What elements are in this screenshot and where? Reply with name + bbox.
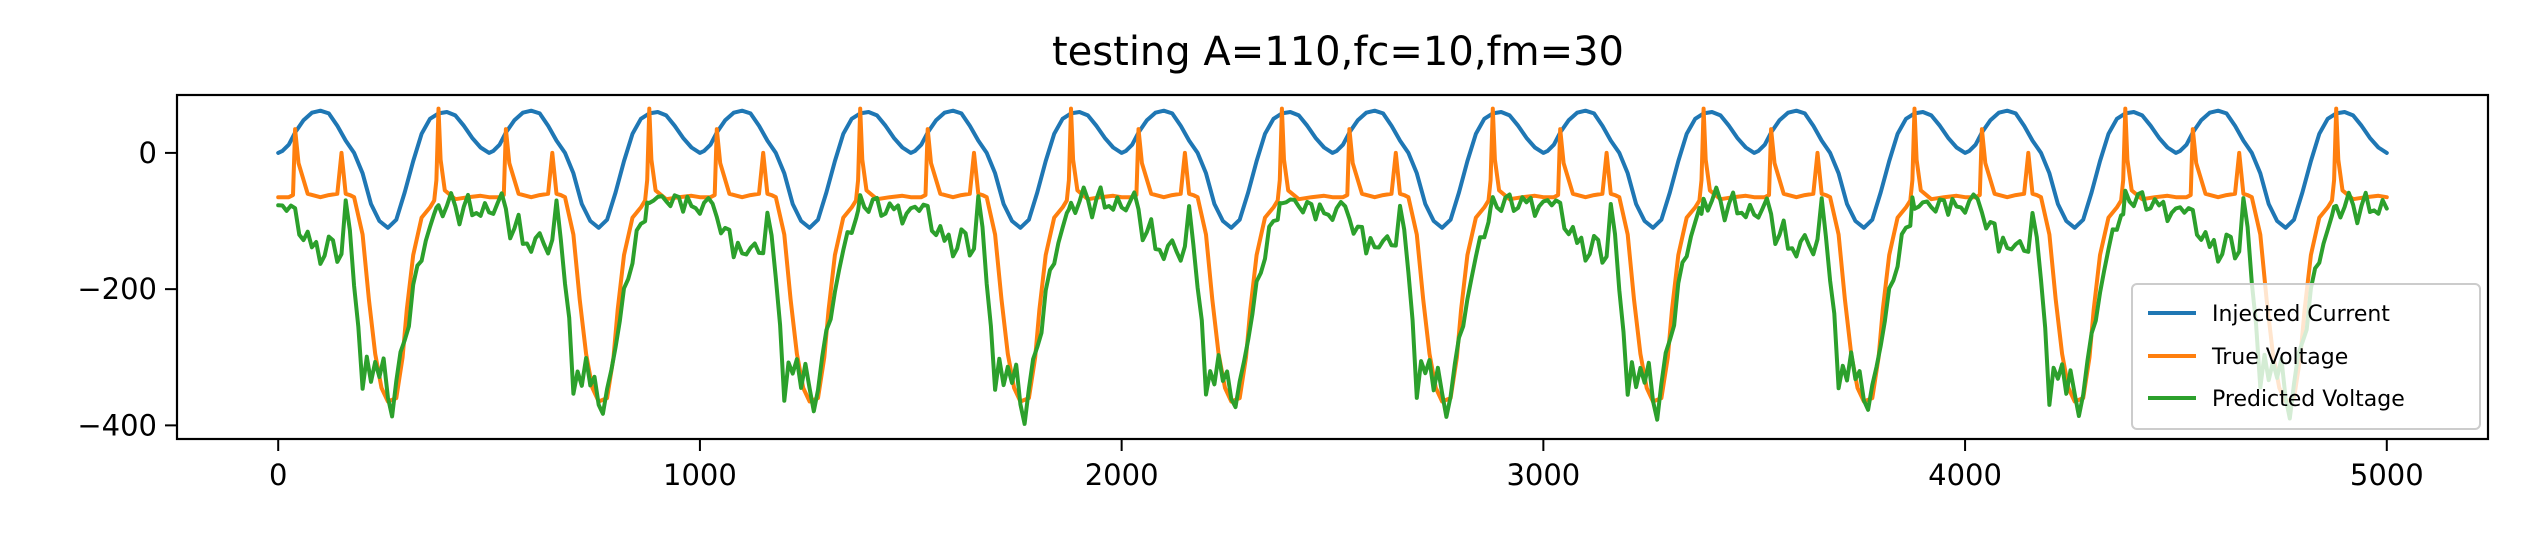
series-layer: [276, 106, 2389, 426]
series-line-predicted-voltage: [276, 185, 2389, 426]
legend-label-predicted-voltage: Predicted Voltage: [2212, 387, 2405, 412]
x-tick-label: 3000: [1506, 458, 1580, 492]
legend-box: [2131, 283, 2481, 430]
series-line-injected-current: [276, 108, 2389, 230]
chart-title: testing A=110,fc=10,fm=30: [1052, 29, 1624, 75]
plot-area: [175, 93, 2490, 441]
x-tick-label: 5000: [2350, 458, 2424, 492]
y-tick-label: −200: [77, 272, 157, 306]
y-tick-label: 0: [139, 136, 157, 170]
legend: Injected Current True Voltage Predicted …: [2131, 283, 2481, 430]
x-tick-label: 0: [269, 458, 287, 492]
x-tick-label: 1000: [663, 458, 737, 492]
y-tick-label: −400: [77, 408, 157, 442]
legend-label-injected-current: Injected Current: [2212, 302, 2390, 327]
x-tick-label: 4000: [1928, 458, 2002, 492]
x-tick-label: 2000: [1085, 458, 1159, 492]
y-axis: 0 −200 −400: [77, 136, 177, 442]
plot-frame: [175, 93, 2490, 441]
series-line-true-voltage: [276, 106, 2389, 404]
x-axis: 0 1000 2000 3000 4000 5000: [269, 439, 2424, 492]
legend-label-true-voltage: True Voltage: [2211, 345, 2348, 370]
